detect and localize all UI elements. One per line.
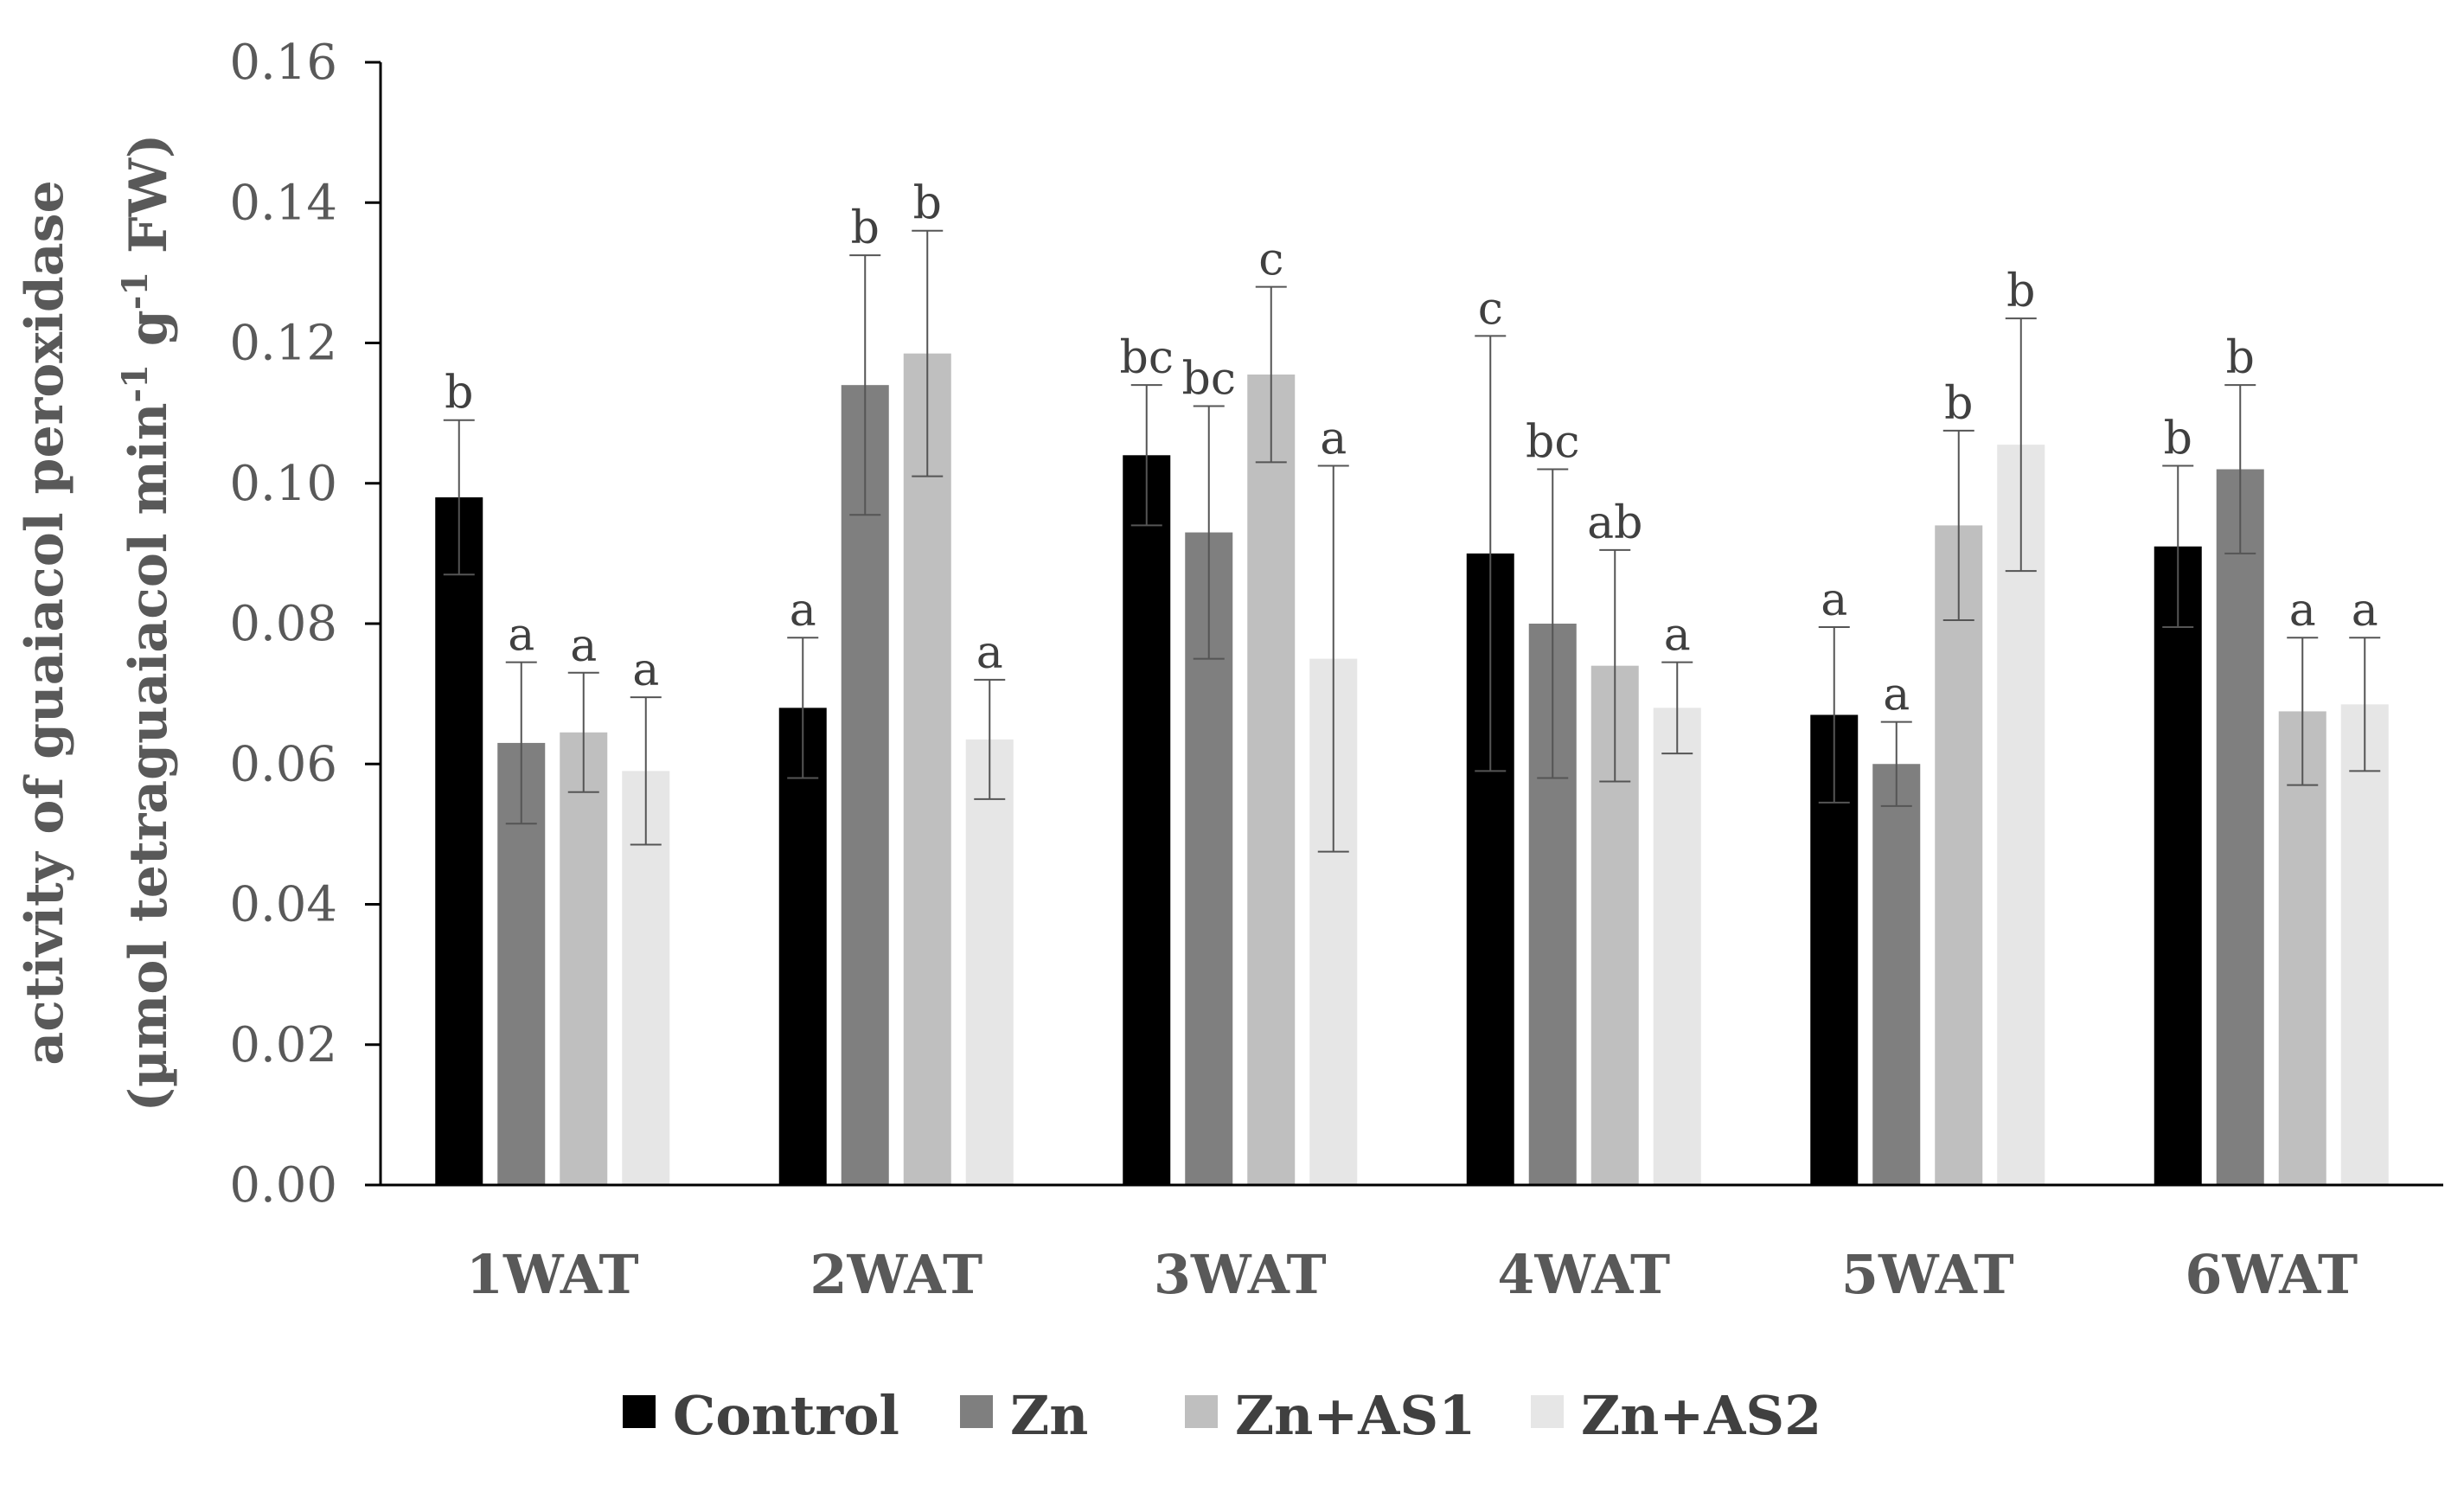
legend-swatch: [1531, 1395, 1564, 1428]
bar: [560, 732, 608, 1185]
x-tick-label: 2WAT: [810, 1243, 982, 1306]
legend: Control Zn Zn+AS1 Zn+AS2: [623, 1384, 1821, 1447]
bar: [2340, 704, 2389, 1185]
y-tick-label: 0.10: [229, 456, 337, 512]
x-tick-label: 4WAT: [1497, 1243, 1670, 1306]
significance-label: a: [1883, 669, 1910, 721]
bar: [1872, 764, 1921, 1185]
significance-label: b: [2164, 413, 2192, 464]
y-axis-title-superscript: -1: [115, 272, 156, 310]
significance-label: a: [790, 585, 816, 637]
significance-label: b: [851, 202, 880, 254]
y-tick-label: 0.04: [229, 877, 337, 933]
significance-label: a: [1664, 610, 1691, 662]
y-axis-title-superscript: -1: [115, 364, 156, 402]
legend-label: Zn+AS2: [1581, 1384, 1821, 1447]
bar: [1247, 375, 1296, 1186]
x-tick-label: 3WAT: [1154, 1243, 1327, 1306]
significance-label: a: [1821, 574, 1847, 626]
significance-label: b: [2006, 266, 2035, 317]
y-tick-label: 0.12: [229, 316, 337, 372]
significance-label: bc: [1120, 332, 1174, 384]
significance-label: b: [445, 368, 473, 420]
legend-label: Control: [673, 1384, 899, 1447]
bar: [2154, 546, 2202, 1185]
significance-label: a: [632, 644, 659, 696]
bar: [965, 739, 1014, 1185]
bar: [1123, 455, 1171, 1185]
bar: [1653, 708, 1701, 1185]
bar: [2216, 469, 2264, 1185]
bar: [435, 496, 483, 1185]
y-tick-label: 0.16: [229, 35, 337, 91]
y-tick-label: 0.02: [229, 1017, 337, 1073]
legend-label: Zn: [1010, 1384, 1088, 1447]
x-tick-label: 6WAT: [2185, 1243, 2358, 1306]
significance-label: c: [1258, 234, 1283, 286]
significance-label: c: [1478, 283, 1503, 335]
y-axis-title-part: g: [118, 310, 179, 364]
significance-label: a: [2289, 585, 2316, 637]
y-axis-title-part: (µmol tetraguaiacol min: [118, 403, 179, 1112]
significance-label: a: [508, 610, 534, 662]
significance-label: ab: [1587, 497, 1642, 549]
bar: [778, 708, 827, 1185]
bar: [1935, 525, 1983, 1185]
bar: [2278, 711, 2326, 1185]
y-axis-title-line1: activity of guaiacol peroxidase: [15, 180, 75, 1065]
significance-label: a: [976, 627, 1003, 679]
y-tick-label: 0.08: [229, 596, 337, 652]
significance-label: bc: [1526, 417, 1579, 469]
significance-label: b: [913, 178, 942, 230]
significance-label: a: [570, 620, 597, 672]
y-tick-label: 0.06: [229, 736, 337, 792]
legend-swatch: [623, 1395, 656, 1428]
significance-label: b: [1944, 378, 1973, 430]
x-tick-label: 1WAT: [466, 1243, 639, 1306]
significance-label: a: [2352, 585, 2378, 637]
significance-label: a: [1320, 413, 1347, 464]
significance-label: bc: [1182, 354, 1236, 406]
y-tick-label: 0.00: [229, 1157, 337, 1214]
bar: [841, 385, 889, 1185]
y-axis-title-line2: (µmol tetraguaiacol min-1 g-1 FW): [115, 134, 179, 1112]
error-bars: [443, 229, 2381, 853]
y-axis-ticks: 0.00 0.02 0.04 0.06 0.08 0.10 0.12 0.14 0.16: [229, 35, 381, 1214]
legend-label: Zn+AS1: [1235, 1384, 1475, 1447]
x-axis-labels: 1WAT 2WAT 3WAT 4WAT 5WAT 6WAT: [466, 1243, 2358, 1306]
bars: [435, 353, 2389, 1186]
y-tick-label: 0.14: [229, 175, 337, 231]
y-axis-title-part: FW): [118, 134, 179, 272]
x-tick-label: 5WAT: [1841, 1243, 2014, 1306]
legend-swatch: [960, 1395, 993, 1428]
legend-swatch: [1185, 1395, 1218, 1428]
significance-label: b: [2226, 332, 2255, 384]
bar: [903, 353, 951, 1185]
